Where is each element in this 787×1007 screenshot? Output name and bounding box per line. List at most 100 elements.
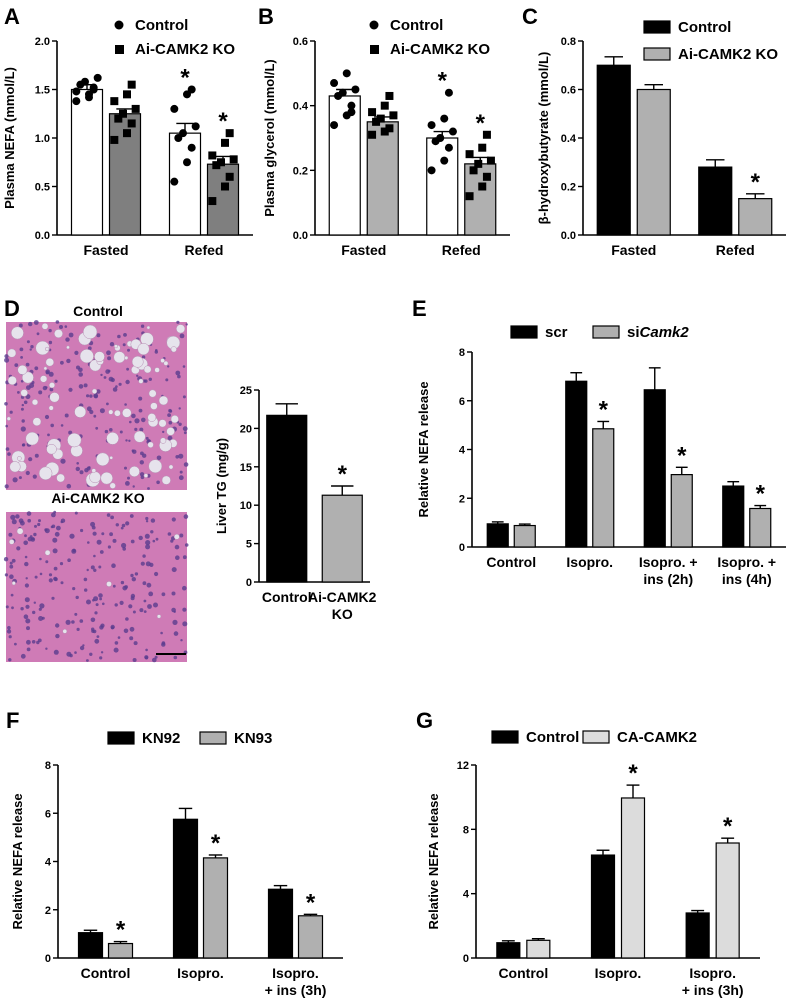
nucleus-dot [90, 565, 95, 570]
lipid-droplet [10, 326, 24, 340]
nucleus-dot [20, 407, 24, 411]
nucleus-dot [64, 413, 69, 418]
nucleus-dot [49, 387, 54, 392]
nucleus-dot [95, 426, 99, 430]
nucleus-dot [121, 542, 127, 549]
lipid-droplet [143, 365, 152, 374]
y-tick-label: 4 [463, 889, 470, 901]
lipid-droplet [43, 366, 48, 371]
nucleus-dot [55, 623, 60, 628]
data-point [217, 158, 225, 167]
nucleus-dot [173, 631, 179, 636]
nucleus-dot [115, 385, 118, 388]
x-category-label: Control [81, 965, 131, 981]
nucleus-dot [65, 619, 71, 625]
x-category-label: Isopro. [689, 965, 736, 981]
nucleus-dot [167, 413, 172, 417]
legend-swatch [643, 47, 671, 61]
nucleus-dot [4, 484, 9, 489]
nucleus-dot [171, 567, 177, 573]
x-category-label: Isopro. [595, 965, 642, 981]
y-tick-label: 2 [45, 905, 51, 917]
bar [670, 474, 693, 548]
bar [297, 915, 324, 959]
chart-A: A 0.0 0.5 1.0 1.5 2.0 Plasma NEFA (mmol/L) Fast… [2, 4, 253, 258]
legend-label: Control [390, 17, 443, 34]
legend-swatch [107, 731, 135, 745]
bar [321, 494, 363, 583]
lipid-droplet [100, 471, 113, 485]
nucleus-dot [68, 430, 73, 435]
nucleus-dot [25, 470, 30, 476]
data-point [191, 122, 200, 131]
nucleus-dot [122, 547, 126, 551]
bar [172, 818, 199, 959]
nucleus-dot [71, 620, 75, 624]
x-category-label: Isopro. [566, 554, 613, 570]
nucleus-dot [44, 414, 50, 420]
chart-B: B 0.0 0.2 0.4 0.6 Plasma glycerol (mmol/L) Fas… [258, 4, 510, 258]
nucleus-dot [87, 541, 90, 544]
nucleus-dot [171, 591, 176, 596]
nucleus-dot [96, 539, 102, 545]
nucleus-dot [130, 596, 135, 601]
y-tick-label: 10 [240, 500, 252, 512]
nucleus-dot [102, 602, 105, 606]
data-point [127, 119, 136, 128]
nucleus-dot [10, 593, 14, 597]
nucleus-dot [176, 320, 180, 324]
data-point [81, 77, 89, 86]
data-point [478, 143, 487, 152]
nucleus-dot [104, 429, 109, 434]
nucleus-dot [110, 515, 114, 520]
nucleus-dot [138, 535, 143, 541]
nucleus-dot [178, 475, 184, 481]
lipid-droplet [17, 364, 28, 375]
nucleus-dot [183, 431, 187, 435]
x-category-label: Refed [716, 242, 755, 258]
data-point [444, 88, 453, 97]
nucleus-dot [183, 514, 189, 519]
nucleus-dot [175, 370, 181, 376]
nucleus-dot [8, 635, 12, 639]
significance-star: * [751, 169, 761, 196]
nucleus-dot [167, 532, 172, 536]
data-point [225, 129, 234, 138]
nucleus-dot [25, 604, 30, 609]
nucleus-dot [96, 333, 101, 338]
nucleus-dot [119, 430, 123, 434]
nucleus-dot [34, 366, 39, 371]
significance-star: * [180, 65, 190, 92]
lipid-droplet [95, 452, 110, 467]
y-tick-label: 0 [463, 953, 469, 965]
legend-marker [370, 45, 379, 54]
legend-label: scr [545, 324, 568, 341]
lipid-droplet [163, 360, 169, 366]
nucleus-dot [6, 629, 12, 634]
nucleus-dot [44, 528, 50, 534]
nucleus-dot [167, 365, 170, 368]
nucleus-dot [4, 354, 9, 359]
nucleus-dot [107, 545, 111, 549]
nucleus-dot [59, 562, 64, 566]
lipid-droplet [35, 340, 50, 356]
nucleus-dot [100, 651, 104, 654]
data-point [342, 69, 351, 78]
nucleus-dot [133, 641, 138, 646]
nucleus-dot [20, 520, 25, 526]
legend-label: Control [678, 19, 731, 36]
y-tick-label: 2.0 [35, 36, 50, 48]
nucleus-dot [171, 517, 176, 522]
lipid-droplet [94, 351, 105, 362]
nucleus-dot [18, 476, 22, 480]
lipid-droplet [159, 437, 167, 444]
nucleus-dot [7, 626, 11, 630]
nucleus-dot [24, 561, 29, 567]
y-tick-label: 25 [240, 385, 252, 397]
nucleus-dot [93, 568, 97, 572]
nucleus-dot [109, 342, 115, 347]
nucleus-dot [53, 649, 59, 655]
y-tick-label: 0.2 [561, 182, 576, 194]
nucleus-dot [18, 323, 23, 328]
nucleus-dot [160, 631, 163, 635]
